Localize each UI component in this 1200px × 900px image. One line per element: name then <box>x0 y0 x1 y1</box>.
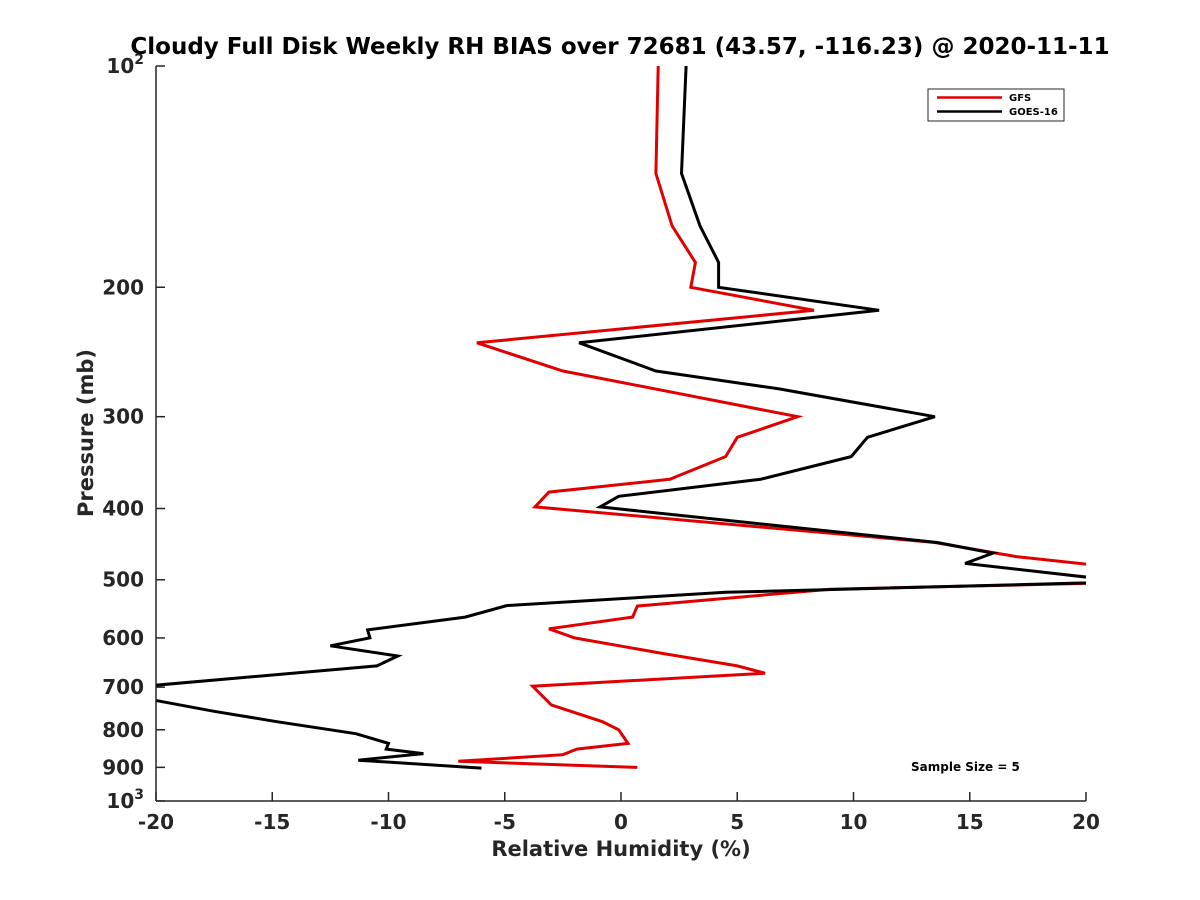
y-tick-label: 900 <box>102 755 144 779</box>
x-tick-label: 15 <box>956 810 984 834</box>
x-tick-label: -5 <box>494 810 516 834</box>
y-tick-label: 300 <box>102 405 144 429</box>
y-tick-label: 103 <box>106 787 144 813</box>
legend-label-goes-16: GOES-16 <box>1009 107 1058 118</box>
legend-label-gfs: GFS <box>1009 93 1031 104</box>
y-tick-label: 700 <box>102 675 144 699</box>
x-tick-label: 5 <box>730 810 744 834</box>
series-layer <box>156 66 1086 770</box>
x-tick-label: -10 <box>370 810 406 834</box>
x-tick-label: -15 <box>254 810 290 834</box>
x-tick-label: 20 <box>1072 810 1100 834</box>
plot-background <box>156 66 1086 801</box>
y-tick-label: 600 <box>102 626 144 650</box>
series-line-goes-16 <box>156 66 1086 770</box>
legend-box <box>927 88 1065 122</box>
legend: GFS GOES-16 <box>927 88 1065 122</box>
chart-title: Cloudy Full Disk Weekly RH BIAS over 726… <box>130 34 1109 60</box>
x-axis-ticks: -20 -15 -10 -5 0 5 10 15 20 <box>138 792 1100 834</box>
y-axis-ticks: 102 200 300 400 500 600 700 800 900 103 <box>102 52 165 813</box>
plot-area <box>155 66 1086 802</box>
y-tick-label: 102 <box>106 52 144 78</box>
x-tick-label: 0 <box>614 810 628 834</box>
x-tick-label: 10 <box>840 810 868 834</box>
x-axis-label: Relative Humidity (%) <box>491 837 750 861</box>
sample-size-annotation: Sample Size = 5 <box>911 760 1020 774</box>
y-tick-label: 800 <box>102 718 144 742</box>
x-tick-label: -20 <box>138 810 174 834</box>
series-line-gfs <box>458 66 1086 769</box>
y-tick-label: 500 <box>102 568 144 592</box>
y-tick-label: 400 <box>102 497 144 521</box>
y-tick-label: 200 <box>102 275 144 299</box>
y-axis-label: Pressure (mb) <box>74 349 98 517</box>
